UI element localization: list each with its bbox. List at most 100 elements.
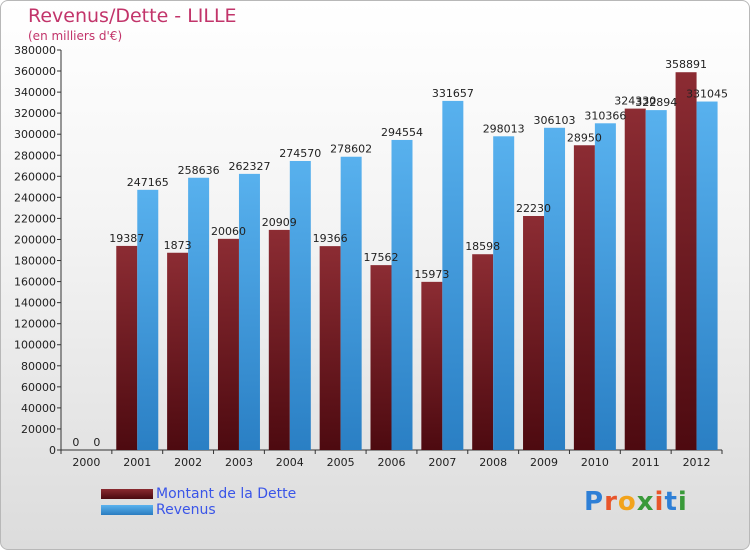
y-tick-label: 40000 [21, 402, 56, 415]
logo-letter: x [636, 487, 655, 517]
data-label-revenue: 322894 [635, 96, 677, 109]
data-label-revenue: 310366 [584, 109, 626, 122]
y-tick-label: 140000 [14, 297, 56, 310]
y-tick-label: 220000 [14, 212, 56, 225]
data-label-debt: 28950 [567, 131, 602, 144]
data-label-revenue: 262327 [228, 160, 270, 173]
y-tick-label: 360000 [14, 65, 56, 78]
y-tick-label: 340000 [14, 86, 56, 99]
bar-debt [217, 238, 239, 450]
x-tick-label: 2003 [225, 456, 253, 469]
x-tick-label: 2007 [428, 456, 456, 469]
logo-letter: P [584, 487, 605, 517]
bar-debt [421, 281, 443, 450]
bar-revenue [289, 160, 311, 450]
legend-label-revenue: Revenus [156, 502, 216, 518]
bar-debt [116, 245, 138, 450]
y-tick-label: 240000 [14, 191, 56, 204]
x-tick-label: 2002 [174, 456, 202, 469]
x-tick-label: 2010 [581, 456, 609, 469]
x-tick-label: 2009 [530, 456, 558, 469]
data-label-revenue: 247165 [127, 176, 169, 189]
x-tick-label: 2011 [632, 456, 660, 469]
chart-data-labels: 0 0 19387 247165 1873 258636 20060 262327 20909 2… [72, 58, 728, 449]
y-tick-label: 60000 [21, 381, 56, 394]
legend-swatch-revenue [101, 505, 153, 515]
logo-letter: i [677, 487, 688, 517]
logo-letter: t [664, 487, 678, 517]
data-label-revenue: 258636 [178, 164, 220, 177]
bar-revenue [696, 101, 718, 450]
data-label-debt: 0 [72, 436, 79, 449]
data-label-debt: 22230 [516, 202, 551, 215]
chart-title: Revenus/Dette - LILLE [28, 5, 237, 27]
x-tick-label: 2012 [683, 456, 711, 469]
y-tick-label: 0 [49, 444, 56, 457]
bar-debt [624, 108, 646, 450]
y-tick-label: 120000 [14, 318, 56, 331]
bar-debt [167, 252, 189, 450]
y-tick-label: 20000 [21, 423, 56, 436]
data-label-debt: 15973 [414, 268, 449, 281]
y-tick-label: 300000 [14, 128, 56, 141]
bar-revenue [493, 136, 515, 450]
data-label-debt: 19387 [109, 232, 144, 245]
y-tick-label: 100000 [14, 339, 56, 352]
data-label-debt: 1873 [164, 239, 192, 252]
legend-swatch-debt [101, 489, 153, 499]
data-label-debt: 20060 [211, 225, 246, 238]
data-label-revenue: 274570 [279, 147, 321, 160]
bar-revenue [238, 173, 260, 450]
bar-debt [319, 246, 341, 450]
bar-revenue [137, 189, 159, 451]
bar-revenue [544, 127, 566, 450]
y-tick-label: 260000 [14, 170, 56, 183]
data-label-revenue: 306103 [534, 114, 576, 127]
logo-letter: r [604, 487, 618, 517]
bar-revenue [188, 177, 210, 450]
data-label-debt: 20909 [262, 216, 297, 229]
data-label-revenue: 0 [93, 436, 100, 449]
y-tick-label: 200000 [14, 233, 56, 246]
x-tick-label: 2006 [378, 456, 406, 469]
bar-debt [523, 215, 545, 450]
data-label-debt: 18598 [465, 240, 500, 253]
bar-debt [370, 265, 392, 450]
y-tick-label: 280000 [14, 149, 56, 162]
bar-debt [573, 145, 595, 451]
chart-bars [116, 72, 718, 451]
logo-letter: i [654, 487, 665, 517]
bar-debt [472, 254, 494, 450]
y-tick-label: 180000 [14, 255, 56, 268]
bar-revenue [340, 156, 362, 450]
bar-revenue [594, 123, 616, 450]
bar-revenue [442, 100, 464, 451]
x-tick-label: 2000 [72, 456, 100, 469]
y-tick-label: 80000 [21, 360, 56, 373]
data-label-revenue: 294554 [381, 126, 423, 139]
logo-letter: o [617, 487, 637, 517]
x-tick-label: 2004 [276, 456, 304, 469]
data-label-debt: 19366 [313, 232, 348, 245]
legend-label-debt: Montant de la Dette [156, 486, 297, 502]
bar-revenue [645, 110, 667, 451]
bar-debt [675, 72, 697, 450]
x-tick-label: 2005 [327, 456, 355, 469]
y-tick-label: 160000 [14, 276, 56, 289]
data-label-revenue: 331045 [686, 88, 728, 101]
data-label-debt: 358891 [665, 58, 707, 71]
bar-revenue [391, 139, 413, 450]
y-tick-label: 380000 [14, 44, 56, 57]
data-label-debt: 17562 [364, 251, 399, 264]
proxiti-logo: Proxiti [584, 487, 688, 517]
data-label-revenue: 278602 [330, 143, 372, 156]
chart-subtitle: (en milliers d'€) [28, 29, 123, 43]
bar-debt [268, 229, 290, 450]
y-tick-label: 320000 [14, 107, 56, 120]
x-tick-label: 2001 [123, 456, 151, 469]
x-tick-label: 2008 [479, 456, 507, 469]
data-label-revenue: 298013 [483, 122, 525, 135]
data-label-revenue: 331657 [432, 87, 474, 100]
